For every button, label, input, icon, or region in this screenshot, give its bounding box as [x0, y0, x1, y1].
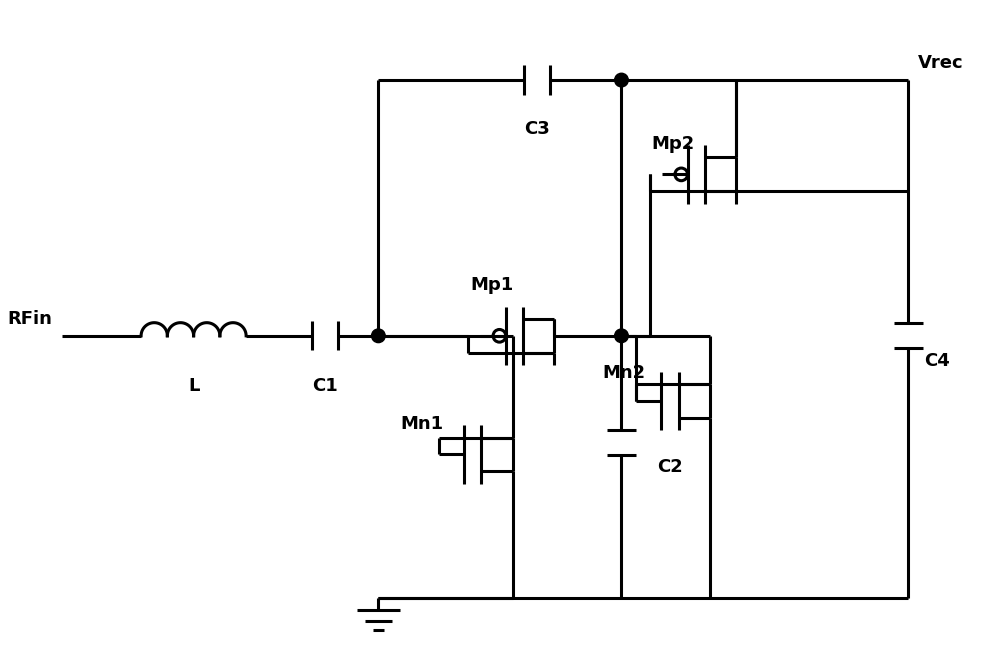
Text: Vrec: Vrec	[918, 55, 964, 72]
Text: L: L	[188, 376, 199, 395]
Text: C2: C2	[657, 459, 683, 476]
Text: C4: C4	[924, 352, 950, 370]
Circle shape	[372, 329, 385, 343]
Circle shape	[615, 73, 628, 87]
Text: Mp2: Mp2	[652, 135, 695, 153]
Text: Mn2: Mn2	[602, 363, 645, 382]
Circle shape	[615, 329, 628, 343]
Text: C3: C3	[524, 120, 550, 138]
Text: Mn1: Mn1	[401, 415, 444, 433]
Text: Mp1: Mp1	[471, 276, 514, 294]
Text: C1: C1	[312, 376, 338, 395]
Text: RFin: RFin	[8, 310, 53, 328]
